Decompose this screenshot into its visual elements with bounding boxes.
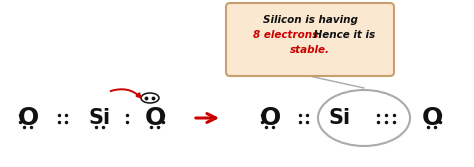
Text: Silicon is having: Silicon is having [263,15,357,25]
Text: O: O [18,106,38,130]
Text: stable.: stable. [290,45,330,55]
Text: 8 electrons.: 8 electrons. [254,30,323,40]
FancyBboxPatch shape [226,3,394,76]
Text: O: O [259,106,281,130]
Text: O: O [145,106,165,130]
Text: Si: Si [329,108,351,128]
Text: O: O [421,106,443,130]
Text: Si: Si [89,108,111,128]
Text: Hence it is: Hence it is [310,30,375,40]
FancyArrowPatch shape [110,89,141,97]
